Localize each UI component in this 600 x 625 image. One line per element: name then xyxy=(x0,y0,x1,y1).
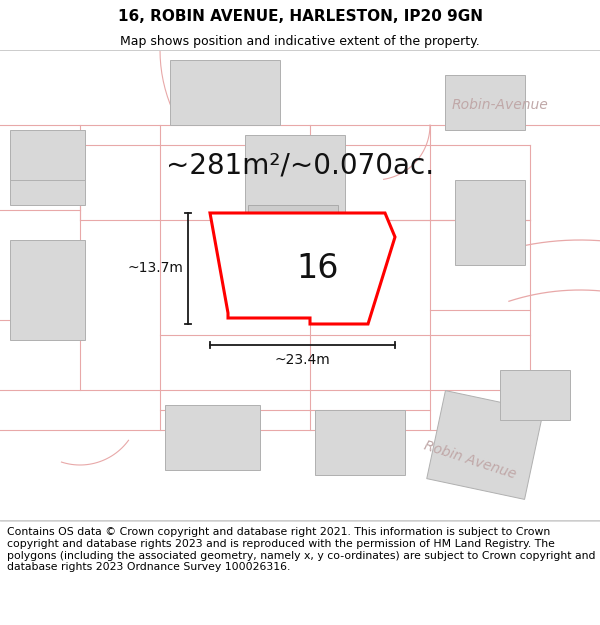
Text: Contains OS data © Crown copyright and database right 2021. This information is : Contains OS data © Crown copyright and d… xyxy=(7,528,596,572)
Bar xyxy=(170,60,280,125)
Polygon shape xyxy=(210,213,395,324)
Bar xyxy=(445,75,525,130)
Text: ~13.7m: ~13.7m xyxy=(127,261,183,276)
Bar xyxy=(245,135,345,215)
Text: ~281m²/~0.070ac.: ~281m²/~0.070ac. xyxy=(166,151,434,179)
Text: 16: 16 xyxy=(297,251,339,284)
Text: ~23.4m: ~23.4m xyxy=(275,353,331,367)
Bar xyxy=(500,370,570,420)
Bar xyxy=(455,180,525,265)
Bar xyxy=(248,205,338,310)
Bar xyxy=(165,405,260,470)
Bar xyxy=(315,410,405,475)
Bar xyxy=(10,240,85,340)
Text: Robin Avenue: Robin Avenue xyxy=(422,439,518,481)
Bar xyxy=(10,130,85,180)
Text: Map shows position and indicative extent of the property.: Map shows position and indicative extent… xyxy=(120,35,480,48)
Text: 16, ROBIN AVENUE, HARLESTON, IP20 9GN: 16, ROBIN AVENUE, HARLESTON, IP20 9GN xyxy=(118,9,482,24)
Bar xyxy=(10,145,85,205)
Text: Robin-Avenue: Robin-Avenue xyxy=(452,98,548,112)
Polygon shape xyxy=(427,391,543,499)
